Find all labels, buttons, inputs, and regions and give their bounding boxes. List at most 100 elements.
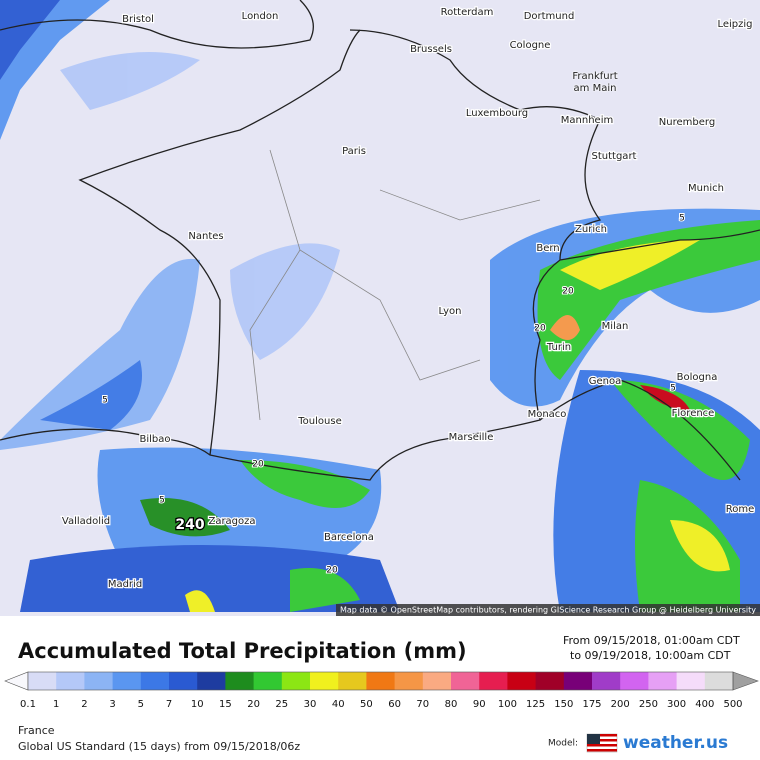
city-label: Bern [536, 243, 559, 254]
colorbar-swatch [84, 672, 114, 690]
brand: weather.us [623, 733, 728, 753]
contour-label: 20 [534, 324, 546, 334]
colorbar-label: 500 [723, 699, 742, 710]
city-label: Milan [602, 321, 629, 332]
title: Accumulated Total Precipitation (mm) [18, 639, 467, 663]
colorbar-label: 150 [554, 699, 573, 710]
colorbar-label: 400 [695, 699, 714, 710]
colorbar-label: 40 [332, 699, 345, 710]
colorbar-label: 15 [219, 699, 232, 710]
colorbar-arrow [4, 671, 29, 691]
colorbar-label: 30 [304, 699, 317, 710]
city-label: Zurich [575, 224, 607, 235]
legend-panel: Accumulated Total Precipitation (mm) Fro… [4, 634, 759, 753]
city-label: Brussels [410, 44, 452, 55]
colorbar-swatch [197, 672, 226, 690]
city-label: Nuremberg [659, 117, 715, 128]
colorbar-swatch [310, 672, 339, 690]
colorbar-label: 0.1 [20, 699, 36, 710]
city-label: Zaragoza [208, 516, 255, 527]
colorbar-swatch [507, 672, 537, 690]
colorbar-label: 250 [639, 699, 658, 710]
colorbar-label: 25 [275, 699, 288, 710]
colorbar-label: 2 [81, 699, 87, 710]
colorbar-swatch [422, 672, 452, 690]
colorbar-swatch [620, 672, 649, 690]
contour-label: 5 [679, 214, 685, 224]
date-from: From 09/15/2018, 01:00am CDT [563, 634, 740, 647]
attribution-bg [336, 604, 760, 616]
colorbar-swatch [140, 672, 170, 690]
city-label: Valladolid [62, 516, 110, 527]
city-label: Paris [342, 146, 366, 157]
city-label: Lyon [438, 306, 461, 317]
city-label: Frankfurt am Main [572, 71, 618, 94]
city-label: Marseille [449, 432, 494, 443]
colorbar-label: 20 [247, 699, 260, 710]
precipitation [0, 0, 760, 612]
colorbar-label: 90 [473, 699, 486, 710]
colorbar-swatch [56, 672, 85, 690]
colorbar-swatch [394, 672, 424, 690]
city-label: Bologna [677, 372, 718, 383]
model-run: Global US Standard (15 days) from 09/15/… [18, 740, 300, 753]
colorbar-arrow [732, 671, 759, 691]
colorbar-label: 10 [191, 699, 204, 710]
regions [249, 149, 541, 421]
max-value: 240 [175, 517, 204, 533]
city-label: Dortmund [524, 11, 575, 22]
colorbar-label: 175 [582, 699, 601, 710]
city-label: Florence [672, 408, 715, 419]
colorbar-label: 1 [53, 699, 59, 710]
colorbar-swatch [648, 672, 678, 690]
colorbar-frame [27, 671, 734, 691]
date-to: to 09/19/2018, 10:00am CDT [570, 649, 731, 662]
region: France [18, 724, 55, 737]
contour-label: 5 [670, 384, 676, 394]
colorbar-swatch [225, 672, 255, 690]
colorbar-label: 125 [526, 699, 545, 710]
colorbar-label: 5 [138, 699, 144, 710]
city-label: Bilbao [139, 434, 170, 445]
contour-label: 5 [159, 496, 165, 506]
colorbar-swatch [281, 672, 311, 690]
borders [0, 0, 760, 481]
city-label: Genoa [589, 376, 622, 387]
colorbar-swatch [253, 672, 283, 690]
colorbar-swatch [366, 672, 396, 690]
colorbar-label: 3 [109, 699, 115, 710]
attribution: Map data © OpenStreetMap contributors, r… [340, 606, 756, 615]
colorbar-label: 50 [360, 699, 373, 710]
city-label: Mannheim [561, 115, 613, 126]
city-label: Toulouse [297, 416, 341, 427]
colorbar-swatch [704, 672, 734, 690]
flag [586, 733, 618, 753]
city-label: Stuttgart [592, 151, 637, 162]
colorbar-swatch [112, 672, 142, 690]
colorbar-swatch [535, 672, 565, 690]
colorbar-label: 100 [498, 699, 517, 710]
city-label: Bristol [122, 14, 154, 25]
colorbar-label: 200 [611, 699, 630, 710]
city-label: Rotterdam [441, 7, 494, 18]
city-label: Cologne [510, 40, 551, 51]
city-label: Rome [726, 504, 755, 515]
city-labels: Bristol London Rotterdam Dortmund Leipzi… [61, 6, 756, 592]
city-label: Leipzig [717, 19, 752, 30]
colorbar-swatch [169, 672, 198, 690]
city-label: Turin [546, 342, 571, 353]
colorbar-swatch [676, 672, 706, 690]
model-label: Model: [548, 739, 578, 749]
colorbar-swatch [451, 672, 480, 690]
city-label: Madrid [108, 579, 142, 590]
colorbar-label: 7 [166, 699, 172, 710]
map: Bristol London Rotterdam Dortmund Leipzi… [0, 0, 760, 616]
colorbar-label: 80 [445, 699, 458, 710]
city-label: London [242, 11, 279, 22]
colorbar-swatch [28, 672, 57, 690]
colorbar-label: 70 [416, 699, 429, 710]
contour-label: 5 [102, 396, 108, 406]
colorbar-swatch [338, 672, 367, 690]
contour-labels: 5 20 5 20 5 20 5 20 [101, 213, 686, 577]
